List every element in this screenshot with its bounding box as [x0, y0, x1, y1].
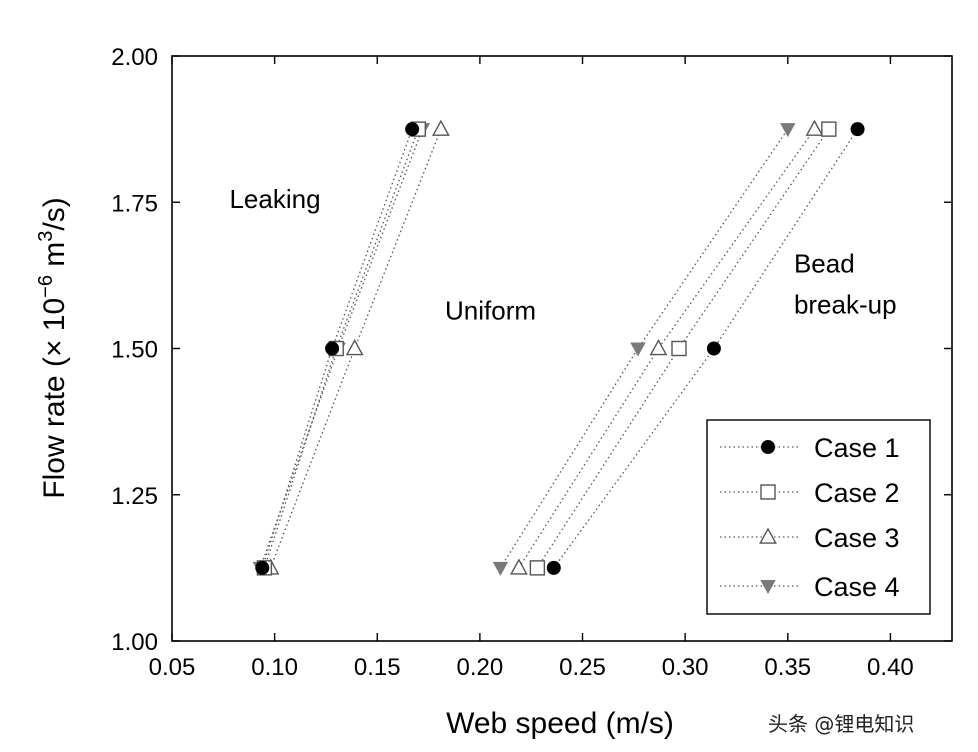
series-line-case-1-upper	[553, 128, 859, 569]
legend-marker	[760, 579, 776, 595]
axis-ticks: 0.05 0.10 0.15 0.20 0.25 0.30 0.35 0.40 1.00 1.25…	[111, 44, 952, 681]
series-line-case-3-upper	[518, 128, 816, 569]
x-tick-label: 0.35	[764, 654, 811, 681]
data-point-case-1	[850, 122, 865, 137]
legend-box	[706, 419, 931, 615]
y-axis-title-part: Flow rate (× 10	[38, 298, 71, 499]
region-label: Uniform	[445, 295, 536, 325]
legend: Case 1 Case 2 Case 3 Case 4	[706, 419, 931, 615]
series-line-case-4-lower	[259, 128, 424, 569]
legend-label: Case 1	[814, 433, 900, 463]
data-point-case-4	[492, 561, 509, 576]
legend-label: Case 2	[814, 478, 900, 508]
x-tick-label: 0.10	[251, 654, 298, 681]
x-tick-label: 0.40	[867, 654, 914, 681]
y-tick-label: 1.75	[111, 190, 158, 217]
data-point-case-3	[805, 119, 824, 136]
data-point-case-2	[821, 121, 837, 137]
data-point-case-1	[255, 560, 270, 575]
legend-label: Case 4	[814, 572, 900, 602]
y-axis-title: Flow rate (× 10−6 m3/s)	[35, 197, 71, 499]
legend-marker	[759, 527, 777, 544]
x-tick-label: 0.30	[662, 654, 709, 681]
data-point-case-3	[345, 338, 364, 356]
region-label: Bead	[794, 248, 855, 278]
y-axis-title-unit-exponent: 3	[35, 231, 57, 242]
data-point-case-1	[706, 341, 721, 356]
data-point-case-1	[325, 341, 340, 356]
legend-label: Case 3	[814, 523, 900, 553]
data-point-case-3	[432, 119, 450, 136]
x-tick-label: 0.20	[457, 654, 504, 681]
y-tick-label: 2.00	[111, 44, 158, 71]
data-point-case-2	[671, 340, 687, 357]
region-annotations: Leaking Uniform Bead break-up	[229, 184, 896, 325]
data-point-case-3	[649, 338, 668, 356]
data-point-case-1	[405, 122, 420, 137]
legend-marker	[760, 484, 776, 500]
watermark: 头条 @锂电知识	[768, 712, 915, 736]
y-tick-label: 1.50	[111, 337, 158, 364]
series-line-case-4-upper	[499, 128, 789, 569]
x-tick-label: 0.05	[149, 654, 196, 681]
x-tick-label: 0.25	[559, 654, 606, 681]
data-point-case-3	[510, 558, 528, 575]
y-axis-title-exponent: −6	[35, 275, 57, 298]
y-tick-label: 1.25	[111, 483, 158, 510]
legend-marker	[761, 440, 775, 454]
data-point-case-2	[529, 560, 546, 576]
legend-items: Case 1 Case 2 Case 3 Case 4	[720, 433, 900, 602]
series-markers	[252, 119, 865, 576]
y-axis-title-tail: /s)	[38, 197, 71, 230]
x-tick-label: 0.15	[354, 654, 401, 681]
region-label: break-up	[794, 289, 897, 319]
y-tick-label: 1.00	[111, 629, 158, 656]
y-axis-title-unit: m	[38, 242, 71, 275]
data-point-case-1	[546, 560, 561, 575]
data-point-case-4	[780, 123, 796, 138]
data-point-case-4	[630, 342, 646, 357]
x-axis-title: Web speed (m/s)	[446, 707, 674, 740]
region-label: Leaking	[229, 184, 320, 214]
